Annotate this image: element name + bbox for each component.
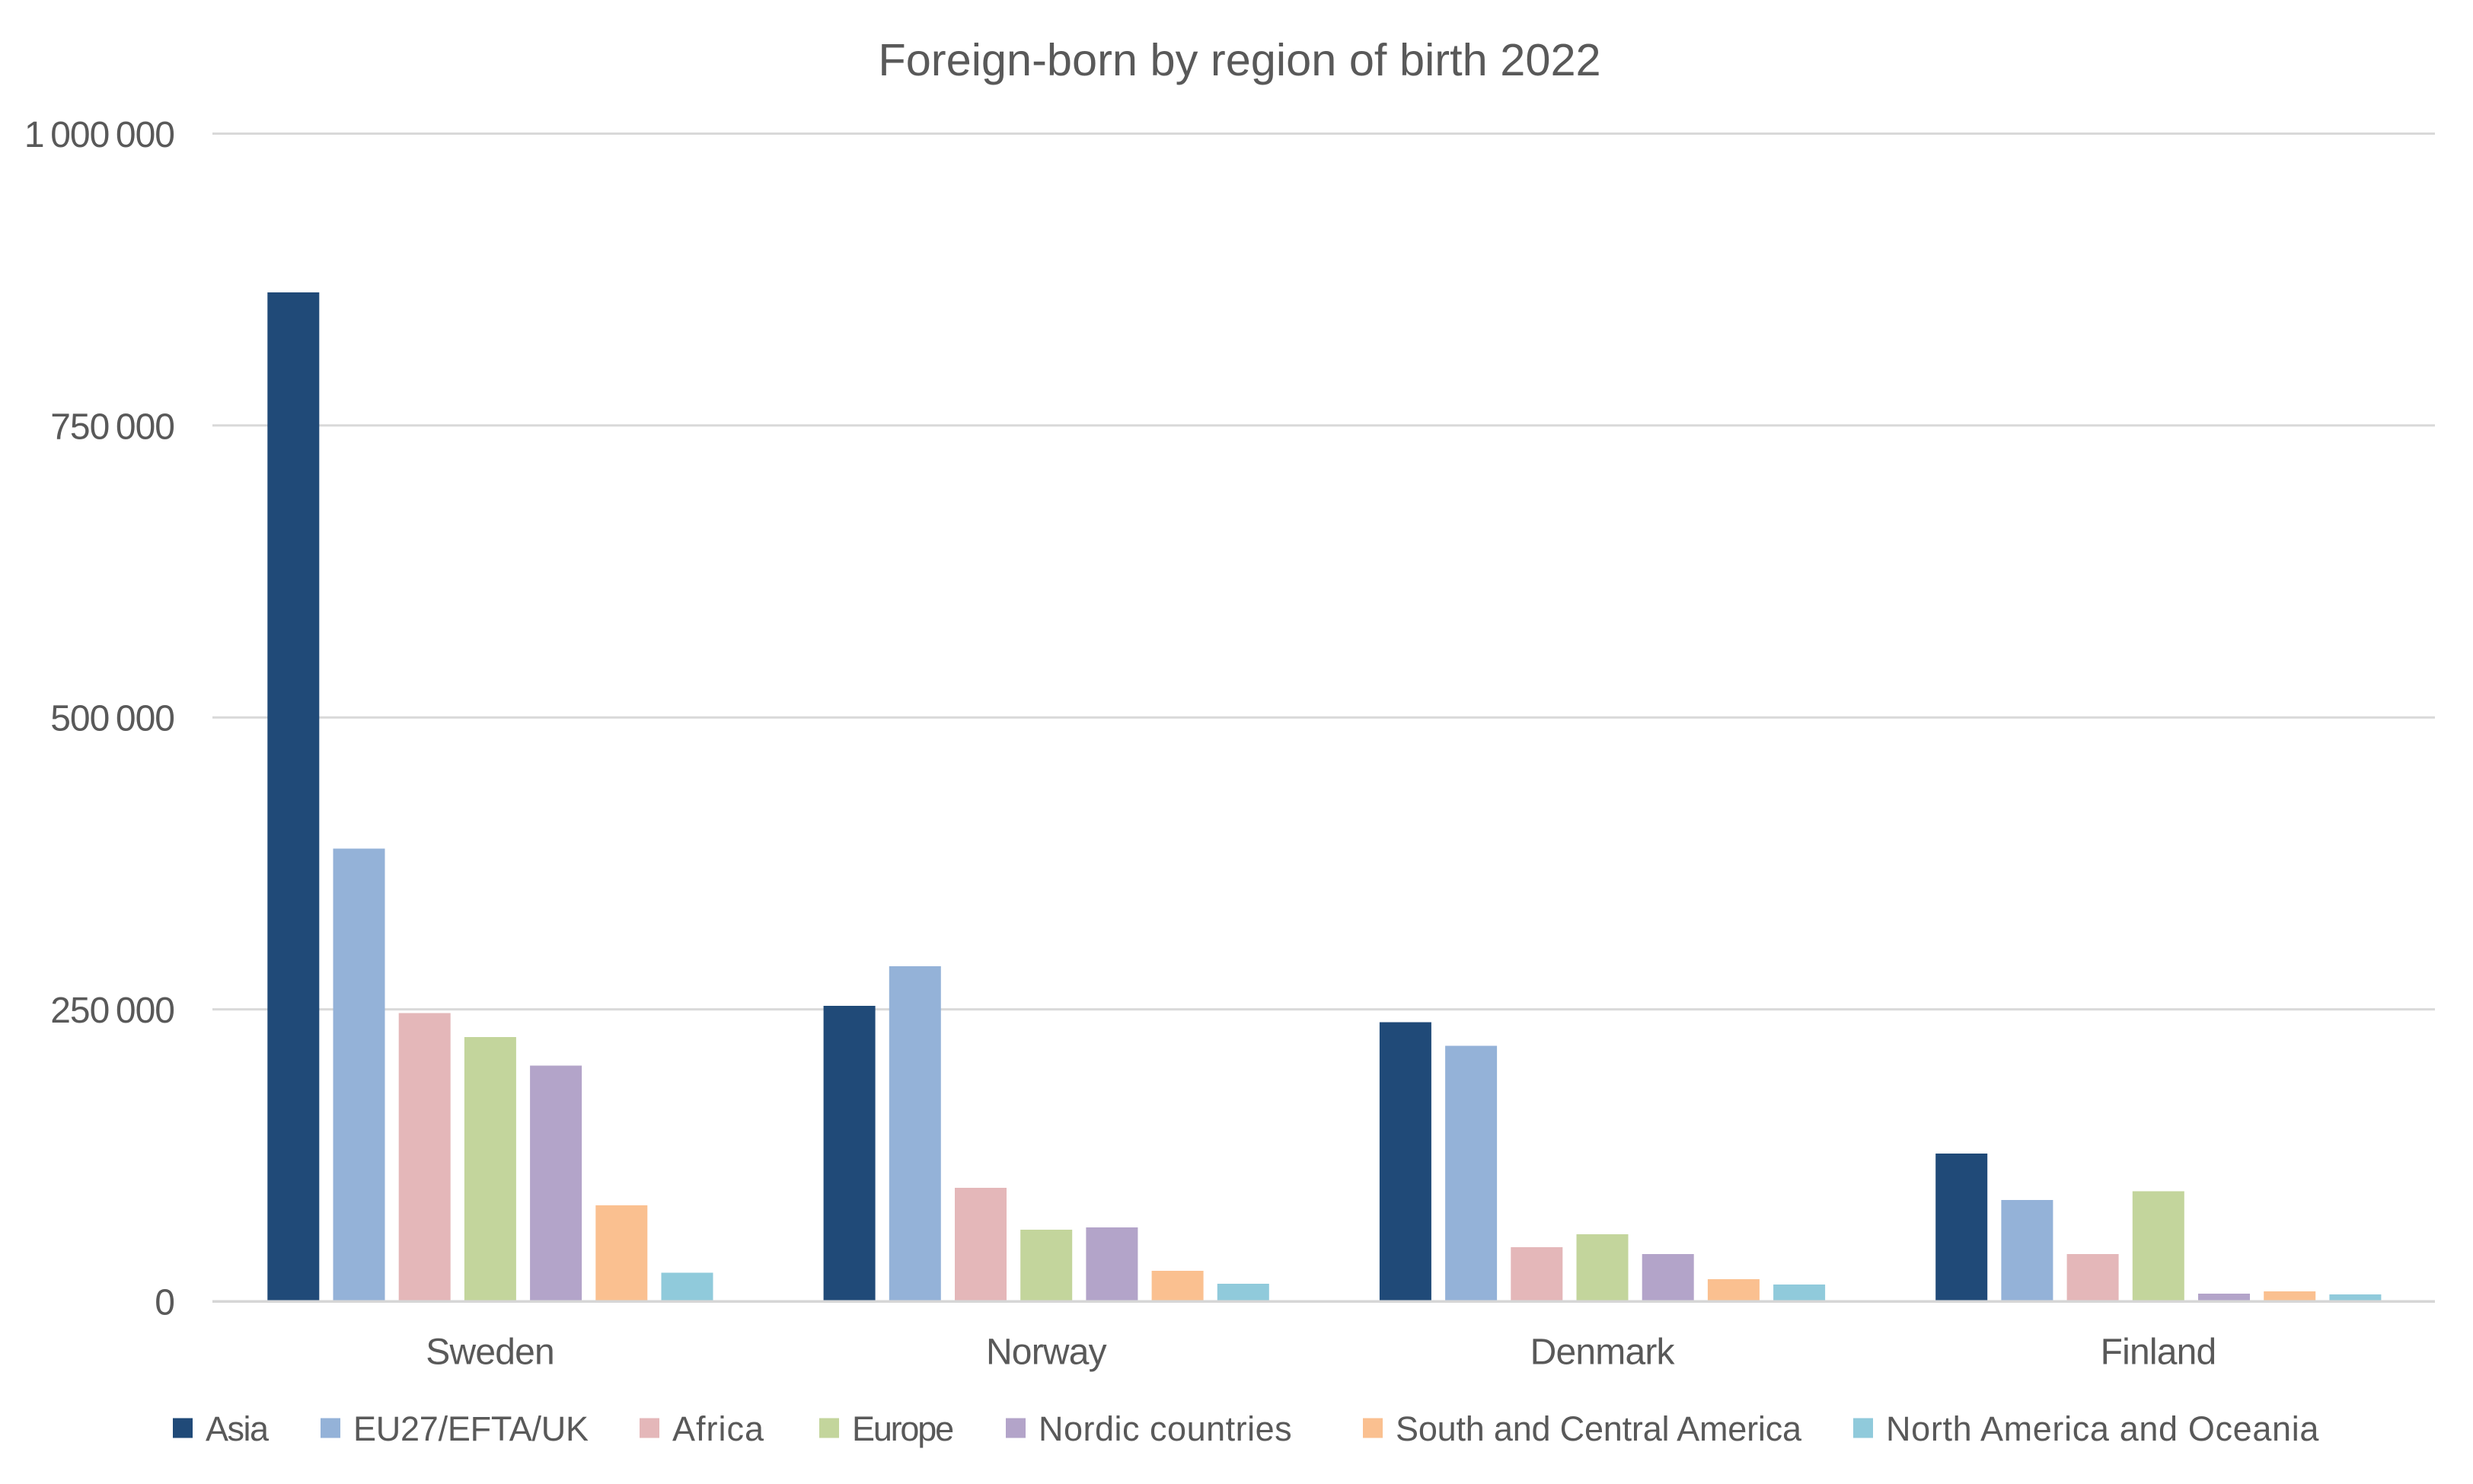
svg-text:500 000: 500 000 — [50, 699, 174, 739]
svg-text:0: 0 — [155, 1283, 174, 1323]
svg-text:North America and Oceania: North America and Oceania — [1886, 1409, 2319, 1448]
svg-text:Europe: Europe — [852, 1409, 953, 1448]
svg-text:Nordic countries: Nordic countries — [1039, 1409, 1292, 1448]
svg-text:250 000: 250 000 — [50, 991, 174, 1031]
svg-text:EU27/EFTA/UK: EU27/EFTA/UK — [353, 1409, 589, 1448]
svg-text:Africa: Africa — [672, 1409, 764, 1448]
svg-text:Foreign-born by region of birt: Foreign-born by region of birth 2022 — [878, 34, 1600, 85]
svg-text:1 000 000: 1 000 000 — [24, 115, 174, 155]
svg-text:750 000: 750 000 — [50, 407, 174, 447]
svg-text:Sweden: Sweden — [426, 1332, 554, 1373]
svg-text:Norway: Norway — [986, 1332, 1107, 1373]
svg-text:Denmark: Denmark — [1530, 1332, 1676, 1373]
svg-text:Asia: Asia — [206, 1409, 270, 1448]
svg-text:Finland: Finland — [2101, 1332, 2216, 1373]
svg-text:South and Central America: South and Central America — [1396, 1409, 1802, 1448]
